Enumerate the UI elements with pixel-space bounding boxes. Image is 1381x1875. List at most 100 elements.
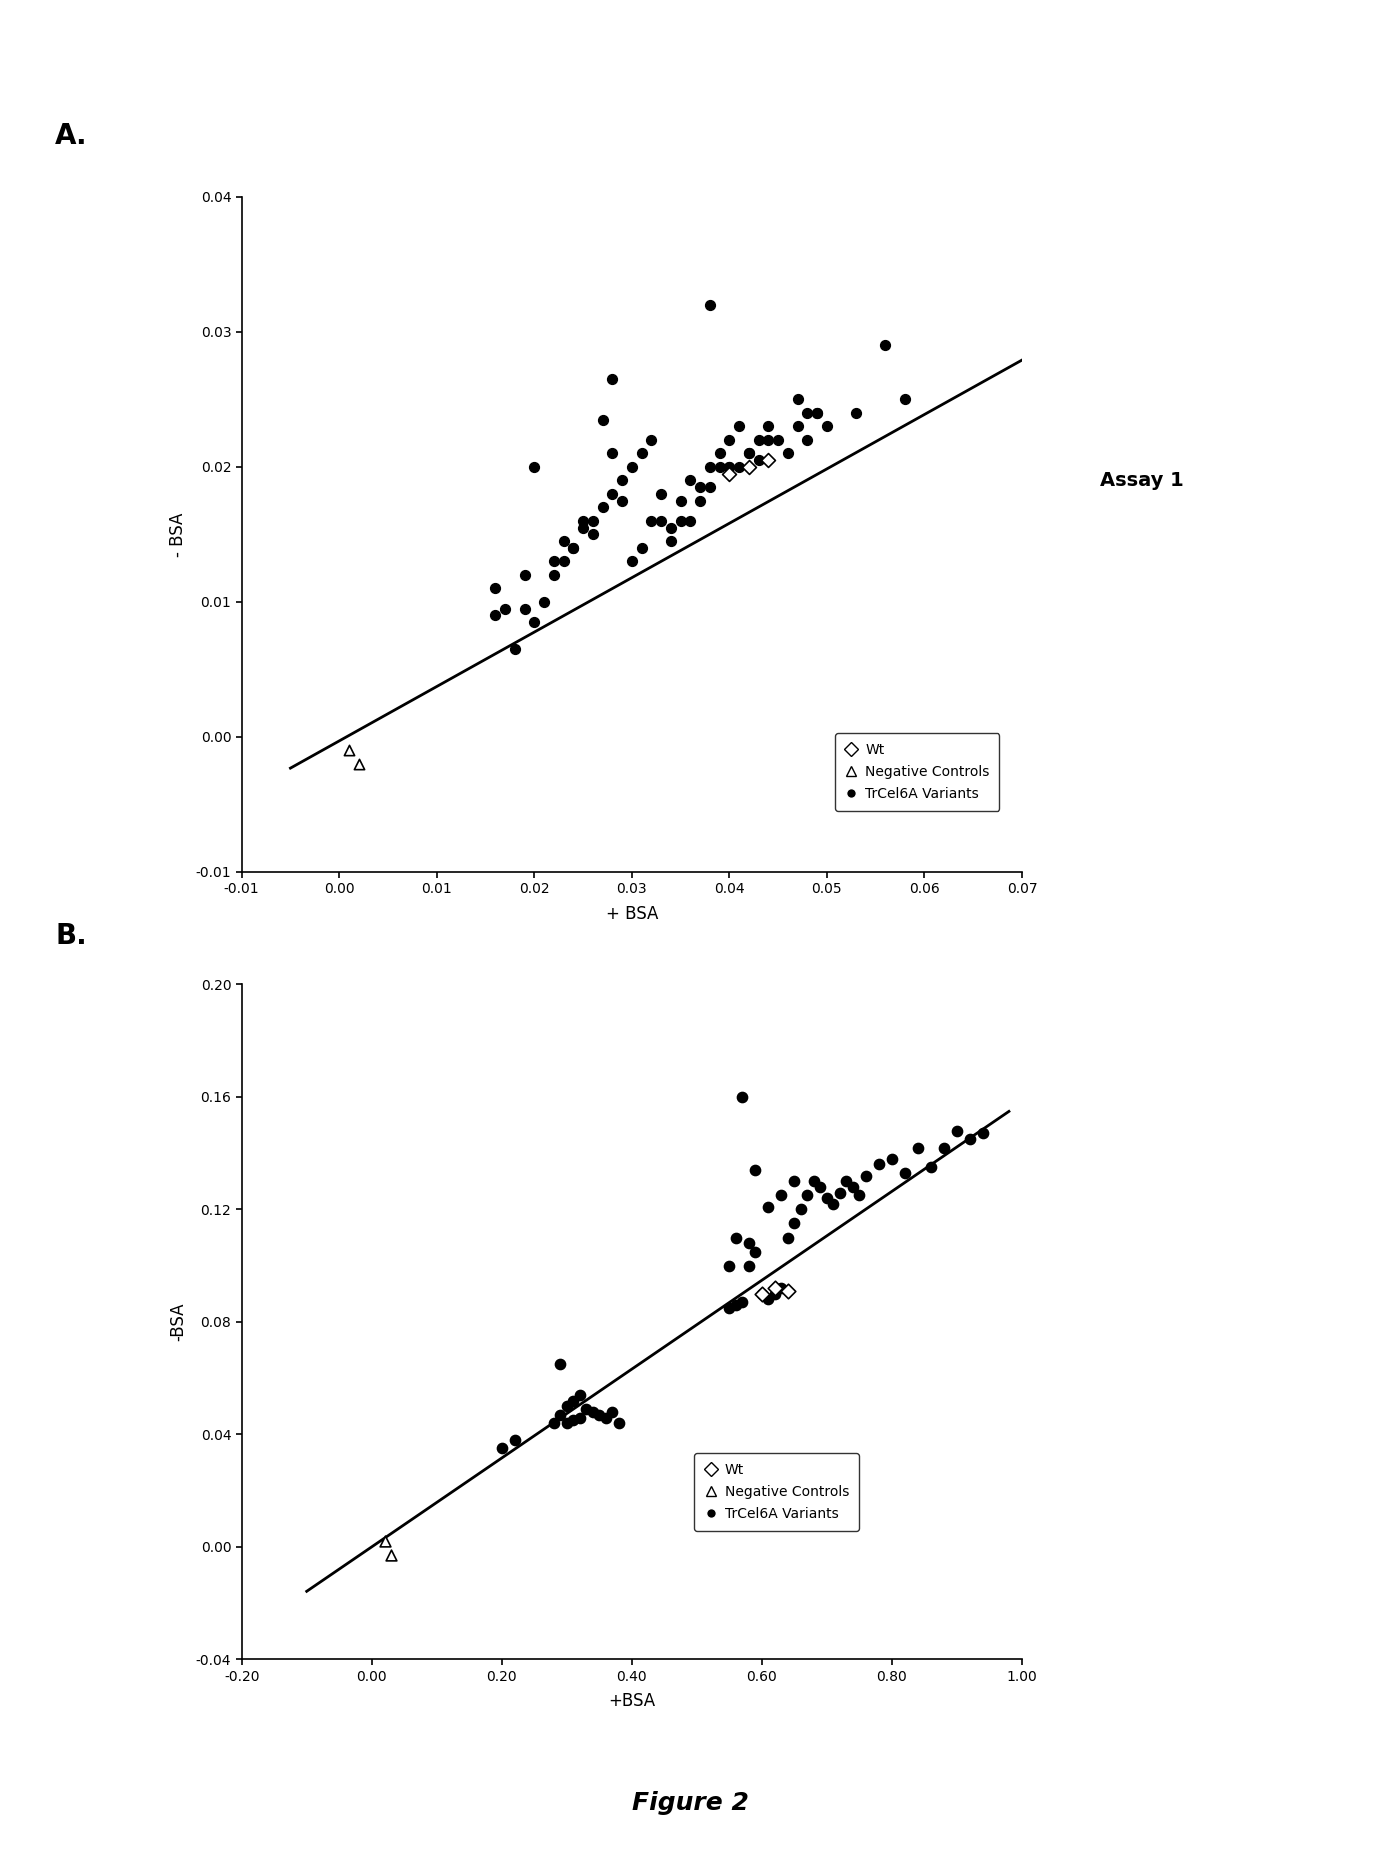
Point [907, 1132, 929, 1162]
Point [747, 444, 769, 474]
Point [764, 1273, 786, 1303]
Point [555, 1408, 577, 1438]
Point [757, 1192, 779, 1222]
Point [631, 439, 653, 469]
Point [708, 452, 731, 482]
Y-axis label: -BSA: -BSA [170, 1303, 188, 1341]
Point [601, 439, 623, 469]
Text: Figure 2: Figure 2 [632, 1791, 749, 1815]
Point [867, 1149, 889, 1179]
Point [679, 506, 702, 536]
Point [744, 1238, 766, 1268]
Point [494, 594, 516, 624]
Point [718, 452, 740, 482]
Point [737, 1228, 760, 1258]
Point [601, 478, 623, 508]
Point [572, 512, 594, 542]
Point [514, 594, 536, 624]
Point [533, 587, 555, 617]
Point [562, 532, 584, 562]
Point [807, 398, 829, 428]
Legend: Wt, Negative Controls, TrCel6A Variants: Wt, Negative Controls, TrCel6A Variants [834, 733, 1000, 810]
Point [601, 364, 623, 394]
Point [845, 398, 867, 428]
Point [836, 1166, 858, 1196]
Point [608, 1408, 630, 1438]
Point [737, 452, 760, 482]
Point [576, 1395, 598, 1425]
Point [972, 1118, 994, 1148]
Point [855, 1161, 877, 1191]
Point [802, 1166, 824, 1196]
Point [610, 486, 632, 516]
Point [737, 1251, 760, 1281]
Point [543, 1408, 565, 1438]
Point [660, 527, 682, 557]
Point [747, 426, 769, 456]
Text: B.: B. [55, 922, 87, 951]
Point [581, 506, 603, 536]
Point [757, 444, 779, 474]
Point [689, 472, 711, 502]
Point [660, 512, 682, 542]
Point [757, 1284, 779, 1314]
Point [725, 1222, 747, 1252]
Point [829, 1178, 851, 1208]
Point [679, 465, 702, 495]
Point [708, 439, 731, 469]
Point [348, 748, 370, 778]
Point [543, 561, 565, 591]
Point [728, 411, 750, 441]
Point [816, 411, 838, 441]
Point [581, 1397, 603, 1427]
Point [610, 465, 632, 495]
Point [552, 546, 574, 576]
Point [699, 291, 721, 321]
Point [620, 546, 642, 576]
Point [552, 527, 574, 557]
Point [776, 1275, 798, 1305]
Point [620, 452, 642, 482]
Point [591, 493, 613, 523]
Point [809, 1172, 831, 1202]
Point [732, 1286, 754, 1316]
Point [562, 532, 584, 562]
Point [807, 398, 829, 428]
Point [562, 1386, 584, 1416]
Point [732, 1082, 754, 1112]
Point [650, 506, 673, 536]
Point [670, 506, 692, 536]
Point [946, 1116, 968, 1146]
Point [728, 452, 750, 482]
Point [588, 1399, 610, 1429]
Point [550, 1350, 572, 1380]
Point [374, 1526, 396, 1556]
Text: A.: A. [55, 122, 88, 150]
Point [699, 452, 721, 482]
Point [718, 1294, 740, 1324]
Point [555, 1391, 577, 1421]
Point [504, 1425, 526, 1455]
Point [543, 546, 565, 576]
Legend: Wt, Negative Controls, TrCel6A Variants: Wt, Negative Controls, TrCel6A Variants [695, 1453, 859, 1530]
X-axis label: + BSA: + BSA [606, 904, 657, 922]
Point [848, 1181, 870, 1211]
X-axis label: +BSA: +BSA [608, 1691, 656, 1710]
Point [822, 1189, 844, 1219]
Point [631, 532, 653, 562]
Point [641, 506, 663, 536]
Point [783, 1208, 805, 1238]
Point [787, 384, 809, 414]
Point [595, 1402, 617, 1432]
Y-axis label: - BSA: - BSA [170, 512, 188, 557]
Point [485, 574, 507, 604]
Point [771, 1181, 793, 1211]
Point [490, 1432, 512, 1462]
Point [757, 426, 779, 456]
Point [790, 1194, 812, 1224]
Point [894, 384, 916, 414]
Point [816, 1183, 838, 1213]
Point [797, 426, 819, 456]
Point [751, 1279, 773, 1309]
Point [718, 1251, 740, 1281]
